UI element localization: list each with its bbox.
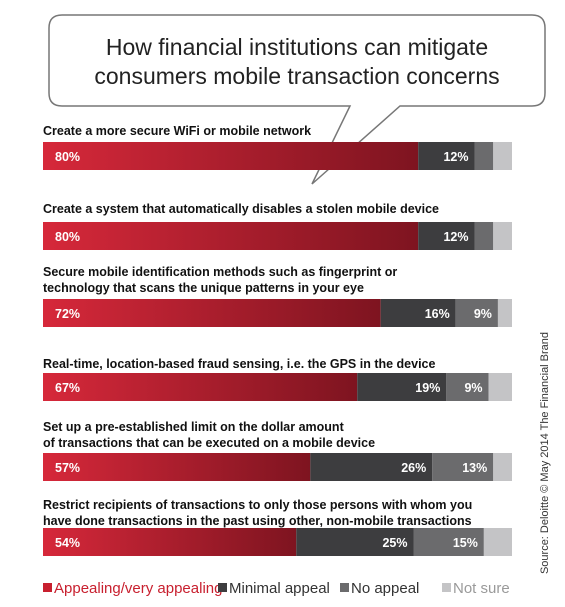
bar-segment	[380, 299, 456, 327]
legend-label: Minimal appeal	[229, 580, 330, 597]
legend-swatch	[340, 583, 349, 592]
chart-title-line-1: How financial institutions can mitigate	[106, 34, 488, 60]
chart-title-line-2: consumers mobile transaction concerns	[94, 63, 499, 89]
bar-segment	[483, 528, 512, 556]
data-label: 80%	[55, 230, 80, 244]
legend-swatch	[43, 583, 52, 592]
bar-segment	[493, 453, 512, 481]
bar-segment	[310, 453, 433, 481]
question-label: Restrict recipients of transactions to o…	[43, 498, 472, 512]
data-label: 54%	[55, 536, 80, 550]
bar-segment	[43, 142, 419, 170]
data-label: 57%	[55, 461, 80, 475]
bar-segment	[474, 222, 494, 250]
bar-segment	[43, 299, 381, 327]
bars-layer: Create a more secure WiFi or mobile netw…	[43, 124, 512, 556]
data-label: 12%	[443, 230, 468, 244]
bar-segment	[497, 299, 512, 327]
bar-segment	[43, 453, 311, 481]
bar-segment	[493, 142, 512, 170]
data-label: 9%	[474, 307, 492, 321]
data-label: 19%	[415, 381, 440, 395]
bar-segment	[357, 373, 447, 401]
legend-label: Appealing/very appealing	[54, 580, 222, 597]
bar-segment	[43, 528, 297, 556]
question-label: technology that scans the unique pattern…	[43, 281, 364, 295]
legend-label: Not sure	[453, 580, 510, 597]
legend-label: No appeal	[351, 580, 419, 597]
bar-segment	[413, 528, 484, 556]
question-label: of transactions that can be executed on …	[43, 436, 375, 450]
question-label: Create a more secure WiFi or mobile netw…	[43, 124, 311, 138]
bar-segment	[418, 142, 475, 170]
bar-segment	[418, 222, 475, 250]
bar-segment	[43, 373, 358, 401]
bar-segment	[455, 299, 498, 327]
question-label: Set up a pre-established limit on the do…	[43, 420, 345, 434]
data-label: 16%	[425, 307, 450, 321]
bar-segment	[493, 222, 512, 250]
legend-swatch	[442, 583, 451, 592]
bar-segment	[446, 373, 489, 401]
data-label: 80%	[55, 150, 80, 164]
question-label: Real-time, location-based fraud sensing,…	[43, 357, 436, 371]
legend: Appealing/very appealing Minimal appeal No…	[43, 580, 510, 597]
bar-segment	[296, 528, 414, 556]
question-label: Secure mobile identification methods suc…	[43, 265, 397, 279]
data-label: 12%	[443, 150, 468, 164]
bar-segment	[432, 453, 494, 481]
bar-segment	[43, 222, 419, 250]
question-label: Create a system that automatically disab…	[43, 202, 439, 216]
data-label: 13%	[462, 461, 487, 475]
source-note: Source: Deloitte © May 2014 The Financia…	[539, 332, 551, 574]
data-label: 26%	[401, 461, 426, 475]
question-label: have done transactions in the past using…	[43, 514, 472, 528]
data-label: 9%	[464, 381, 482, 395]
data-label: 25%	[382, 536, 407, 550]
bar-segment	[488, 373, 512, 401]
bar-segment	[474, 142, 494, 170]
data-label: 72%	[55, 307, 80, 321]
legend-swatch	[218, 583, 227, 592]
data-label: 15%	[453, 536, 478, 550]
data-label: 67%	[55, 381, 80, 395]
